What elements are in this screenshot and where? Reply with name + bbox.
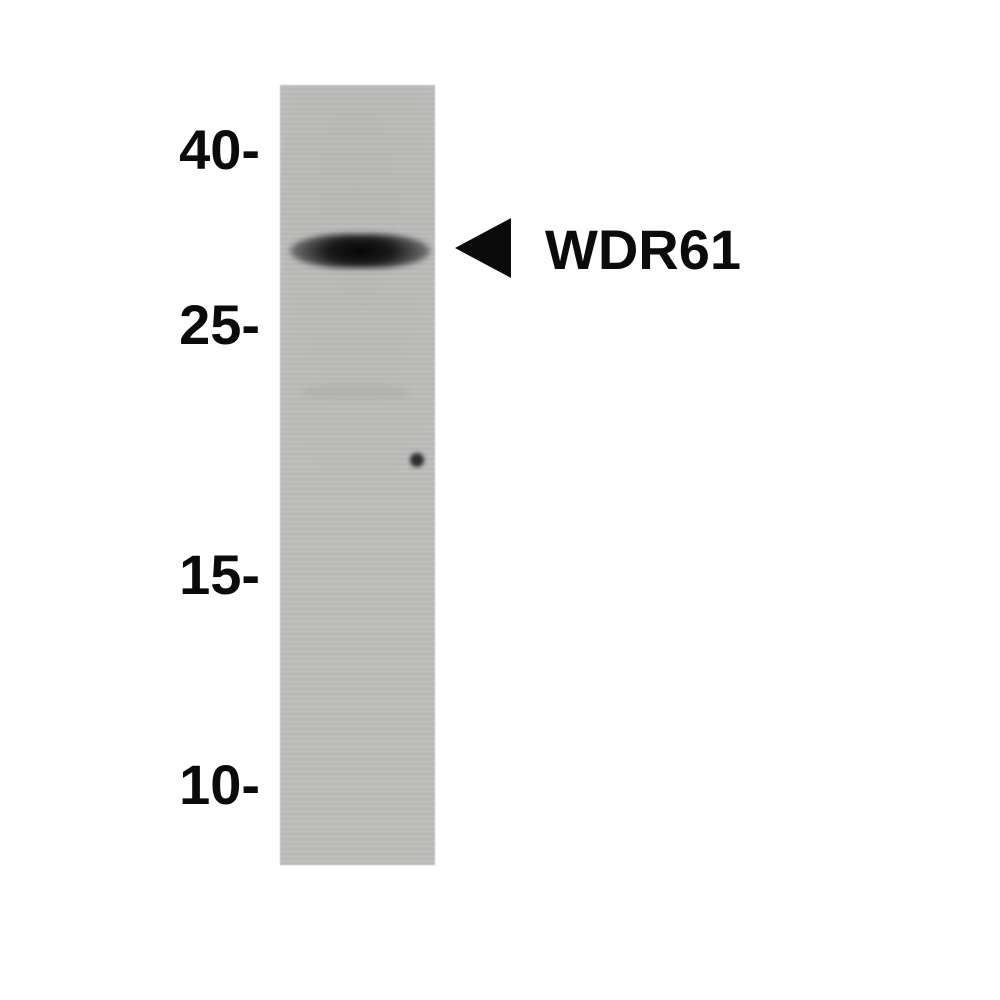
mw-marker: 10-: [179, 752, 260, 817]
western-blot-figure: 40- 25- 15- 10- WDR61: [0, 0, 1000, 1000]
blot-speck: [410, 453, 424, 467]
mw-marker: 25-: [179, 292, 260, 357]
mw-marker: 40-: [179, 117, 260, 182]
band-arrow-icon: [455, 218, 511, 278]
faint-band: [300, 386, 410, 398]
band-label: WDR61: [545, 217, 741, 282]
mw-marker: 15-: [179, 542, 260, 607]
protein-band: [290, 234, 430, 268]
blot-lane: [280, 85, 435, 865]
